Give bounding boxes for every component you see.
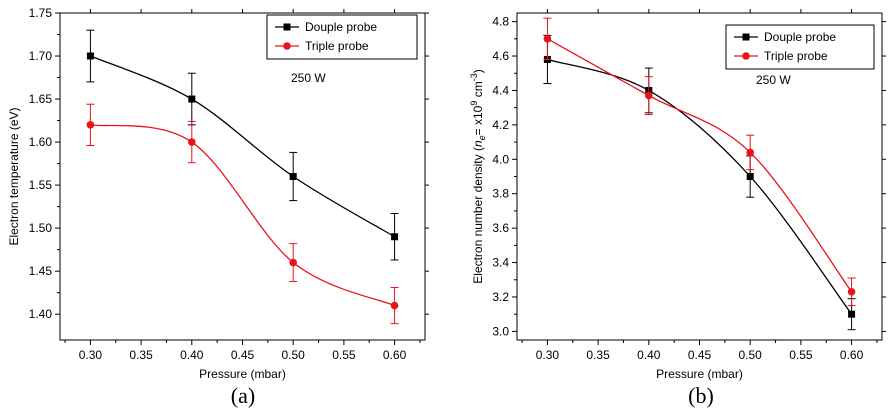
x-axis-label: Pressure (mbar) — [199, 367, 286, 381]
x-tick-label: 0.40 — [180, 348, 204, 362]
x-tick-label: 0.40 — [637, 348, 661, 362]
data-point-square — [746, 173, 754, 180]
panel-label: (b) — [688, 383, 714, 408]
series-line — [547, 38, 853, 293]
y-label-text: Electron number density ( — [471, 147, 485, 284]
y-label-sup-neg3: -3 — [469, 73, 479, 81]
y-label-eq: = x10 — [471, 105, 485, 135]
y-tick-label: 1.65 — [29, 92, 53, 106]
y-tick-label: 4.8 — [492, 15, 509, 29]
panel-label: (a) — [231, 383, 255, 408]
plot-frame — [59, 12, 426, 341]
x-tick-label: 0.50 — [739, 348, 763, 362]
y-tick-label: 3.2 — [492, 290, 509, 304]
y-tick-label: 3.4 — [492, 256, 509, 270]
data-point-circle — [390, 301, 399, 310]
legend-label: Triple probe — [305, 39, 369, 53]
data-point-circle — [188, 138, 196, 146]
y-tick-label: 1.40 — [29, 307, 53, 321]
y-tick-label: 4.2 — [492, 118, 509, 132]
legend-marker-square — [283, 23, 291, 31]
panel-b-density-chart: 0.30 0.35 0.40 0.45 0.50 0.55 0.60 3.0 3.2 3.4 3.6… — [469, 9, 886, 408]
panel-a-temperature-chart: 0.30 0.35 0.40 0.45 0.50 0.55 0.60 1.40 1.45 1.50… — [7, 6, 429, 408]
y-label-n: n — [471, 140, 485, 147]
y-label-cm: cm — [471, 81, 485, 100]
y-tick-label: 1.75 — [29, 6, 53, 20]
data-point-square — [289, 173, 297, 180]
y-tick-label: 3.6 — [492, 221, 509, 235]
data-point-circle — [86, 121, 95, 129]
x-tick-label: 0.55 — [789, 348, 813, 362]
data-point-square — [848, 310, 856, 318]
y-tick-label: 4.4 — [492, 83, 509, 97]
data-point-square — [188, 95, 196, 103]
series-line — [90, 124, 395, 307]
power-annotation: 250 W — [756, 73, 791, 87]
legend-marker-square — [742, 33, 750, 41]
y-tick-label: 1.70 — [29, 49, 53, 63]
x-tick-label: 0.50 — [282, 348, 306, 362]
data-point-square — [391, 233, 399, 241]
series-line — [90, 55, 395, 238]
x-axis-label: Pressure (mbar) — [656, 367, 743, 381]
y-label-suffix: ) — [471, 69, 485, 73]
y-tick-label: 1.55 — [29, 178, 53, 192]
x-tick-label: 0.35 — [129, 348, 153, 362]
data-point-circle — [645, 91, 653, 100]
x-tick-label: 0.45 — [688, 348, 712, 362]
legend-label: Douple probe — [305, 20, 377, 34]
y-tick-label: 1.60 — [29, 135, 53, 149]
x-tick-label: 0.45 — [231, 348, 255, 362]
x-tick-label: 0.60 — [383, 348, 407, 362]
y-tick-label: 3.8 — [492, 187, 509, 201]
x-tick-label: 0.30 — [79, 348, 103, 362]
data-point-circle — [543, 35, 552, 43]
power-annotation: 250 W — [291, 71, 326, 85]
y-label-sup-9: 9 — [469, 101, 479, 106]
x-tick-label: 0.30 — [536, 348, 560, 362]
data-point-circle — [847, 288, 856, 296]
series-line — [547, 58, 853, 315]
y-tick-label: 4.6 — [492, 49, 509, 63]
y-axis-label: Electron temperature (eV) — [7, 107, 21, 245]
legend-box — [725, 24, 875, 70]
y-tick-label: 4.0 — [492, 152, 509, 166]
y-axis-label: Electron number density (ne= x109 cm-3) — [469, 69, 487, 284]
y-tick-label: 1.45 — [29, 264, 53, 278]
y-label-sub-e: e — [477, 135, 487, 140]
legend-label: Douple probe — [764, 30, 836, 44]
legend-marker-circle — [742, 52, 750, 60]
y-tick-label: 1.50 — [29, 221, 53, 235]
legend-box — [266, 14, 418, 60]
y-tick-label: 3.0 — [492, 324, 509, 338]
data-point-circle — [746, 148, 754, 157]
data-point-square — [86, 52, 94, 60]
x-tick-label: 0.35 — [586, 348, 610, 362]
data-point-circle — [289, 258, 297, 267]
legend-marker-circle — [283, 42, 291, 50]
x-tick-label: 0.55 — [332, 348, 356, 362]
legend-label: Triple probe — [764, 49, 828, 63]
x-tick-label: 0.60 — [840, 348, 864, 362]
